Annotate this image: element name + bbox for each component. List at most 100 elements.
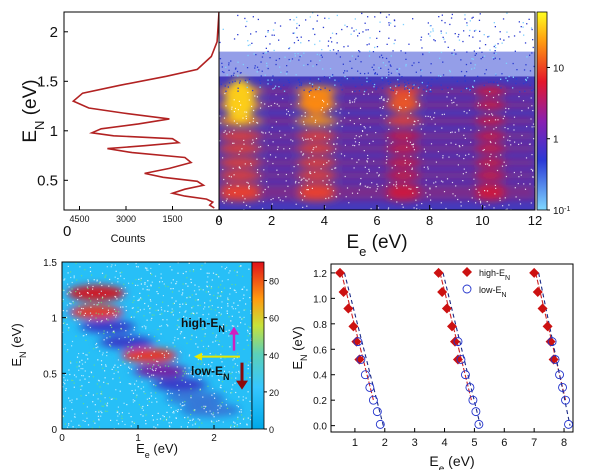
zoom-colorbar-tick-label: 20 [269,388,279,398]
noise-dot [220,387,222,389]
noise-dot [143,315,145,317]
noise-dot [525,157,528,159]
noise-dot [201,375,203,377]
noise-dot [476,117,478,119]
noise-dot [469,29,471,32]
projection-ytick-label: 1 [50,123,58,140]
noise-dot [387,68,390,71]
low-point [564,419,573,429]
noise-dot [87,292,89,294]
noise-dot [270,199,272,201]
noise-dot [368,170,370,172]
noise-dot [242,195,244,197]
noise-dot [398,172,400,174]
noise-dot [400,107,402,109]
noise-dot [128,383,130,385]
noise-dot [318,86,320,88]
noise-dot [97,379,100,381]
noise-dot [382,107,384,109]
noise-dot [279,130,281,132]
noise-dot [220,374,222,376]
noise-dot [337,137,339,139]
noise-dot [101,391,103,393]
noise-dot [88,297,90,299]
projection-frame [63,11,220,211]
noise-dot [439,57,441,59]
noise-dot [151,273,153,276]
noise-dot [488,119,490,122]
noise-dot [449,23,451,26]
noise-dot [487,36,489,38]
noise-dot [165,417,168,419]
noise-dot [533,65,535,68]
noise-dot [167,325,169,327]
noise-dot [472,16,474,18]
noise-dot [237,325,239,327]
noise-dot [144,282,146,284]
noise-dot [530,27,533,29]
noise-dot [197,359,199,361]
main-map-hotspot [474,143,507,154]
noise-dot [117,281,119,283]
noise-dot [117,348,120,351]
noise-dot [506,12,508,14]
noise-dot [184,311,186,313]
noise-dot [463,30,465,32]
noise-dot [501,165,504,167]
noise-dot [317,88,319,90]
noise-dot [257,18,259,21]
noise-dot [138,333,141,335]
noise-dot [231,108,233,110]
noise-dot [330,107,332,110]
noise-dot [232,308,234,310]
noise-dot [274,102,276,104]
noise-dot [506,80,509,82]
noise-dot [245,115,247,117]
noise-dot [306,189,308,191]
noise-dot [243,316,245,318]
noise-dot [104,276,106,278]
noise-dot [166,319,168,321]
noise-dot [520,26,522,28]
noise-dot [464,75,466,77]
noise-dot [405,106,407,108]
noise-dot [221,291,223,293]
zoom-map-xtick-label: 1 [135,433,141,444]
noise-dot [136,368,138,370]
noise-dot [518,96,520,98]
noise-dot [323,163,325,165]
noise-dot [95,411,97,413]
noise-dot [211,394,213,396]
noise-dot [227,86,229,88]
noise-dot [193,410,196,412]
noise-dot [221,326,223,328]
noise-dot [385,16,388,18]
noise-dot [484,120,486,123]
noise-dot [320,54,322,56]
noise-dot [155,385,157,387]
noise-dot [392,50,394,52]
noise-dot [346,70,348,72]
noise-dot [131,421,133,423]
noise-dot [212,387,214,390]
noise-dot [166,346,168,348]
noise-dot [223,117,226,119]
noise-dot [443,113,445,115]
main-map-hotspot [474,170,507,181]
noise-dot [117,423,120,425]
noise-dot [267,186,269,188]
noise-dot [429,116,431,118]
noise-dot [94,404,96,406]
noise-dot [92,285,94,288]
noise-dot [100,301,102,304]
noise-dot [171,297,173,299]
noise-dot [247,331,249,333]
noise-dot [214,340,217,342]
noise-dot [442,61,444,63]
noise-dot [211,421,213,423]
noise-dot [133,357,135,359]
noise-dot [198,378,200,380]
noise-dot [289,47,291,49]
noise-dot [186,321,188,323]
noise-dot [502,205,504,207]
